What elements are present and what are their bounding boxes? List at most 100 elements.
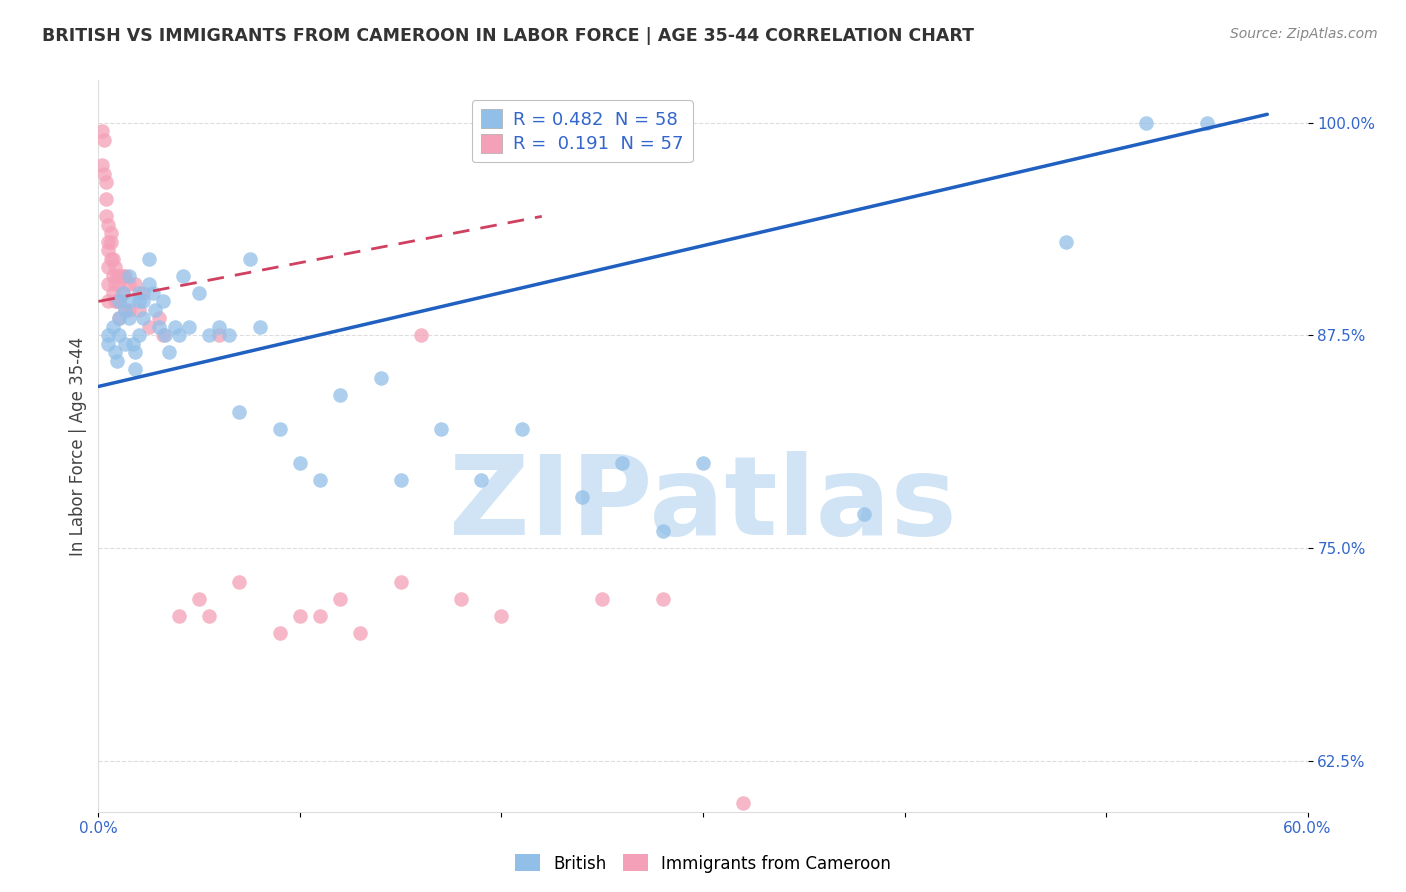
Point xyxy=(470,473,492,487)
Point xyxy=(198,609,221,624)
Point xyxy=(97,218,120,232)
Point xyxy=(612,456,634,470)
Point xyxy=(132,294,155,309)
Point xyxy=(100,252,122,266)
Point xyxy=(138,252,160,266)
Point xyxy=(96,192,118,206)
Point xyxy=(208,320,231,334)
Legend: R = 0.482  N = 58, R =  0.191  N = 57: R = 0.482 N = 58, R = 0.191 N = 57 xyxy=(471,100,693,162)
Point xyxy=(269,422,291,436)
Point xyxy=(128,294,150,309)
Point xyxy=(97,337,120,351)
Point xyxy=(853,507,876,521)
Point xyxy=(148,311,170,326)
Text: BRITISH VS IMMIGRANTS FROM CAMEROON IN LABOR FORCE | AGE 35-44 CORRELATION CHART: BRITISH VS IMMIGRANTS FROM CAMEROON IN L… xyxy=(42,27,974,45)
Point xyxy=(651,524,673,538)
Point xyxy=(107,328,129,343)
Point xyxy=(97,328,120,343)
Point xyxy=(96,175,118,189)
Point xyxy=(111,285,134,300)
Point xyxy=(101,320,124,334)
Point xyxy=(389,575,412,590)
Point xyxy=(101,268,124,283)
Point xyxy=(409,328,432,343)
Point xyxy=(309,609,332,624)
Point xyxy=(111,285,134,300)
Point xyxy=(107,294,129,309)
Point xyxy=(107,268,129,283)
Point xyxy=(118,302,141,317)
Point xyxy=(105,268,128,283)
Point xyxy=(97,294,120,309)
Point xyxy=(105,354,128,368)
Point xyxy=(329,388,352,402)
Point xyxy=(1135,116,1157,130)
Point xyxy=(114,337,136,351)
Point xyxy=(103,260,125,275)
Point xyxy=(218,328,240,343)
Point xyxy=(491,609,513,624)
Point xyxy=(142,285,165,300)
Point xyxy=(167,328,190,343)
Point xyxy=(510,422,533,436)
Point xyxy=(132,311,155,326)
Point xyxy=(591,592,613,607)
Point xyxy=(101,285,124,300)
Point xyxy=(163,320,186,334)
Point xyxy=(571,490,593,504)
Point xyxy=(114,302,136,317)
Point xyxy=(114,268,136,283)
Point xyxy=(118,268,141,283)
Point xyxy=(1054,235,1077,249)
Point xyxy=(103,294,125,309)
Point xyxy=(96,210,118,224)
Point xyxy=(107,311,129,326)
Point xyxy=(249,320,271,334)
Point xyxy=(1195,116,1218,130)
Point xyxy=(208,328,231,343)
Point xyxy=(138,320,160,334)
Point xyxy=(389,473,412,487)
Point xyxy=(97,244,120,258)
Point xyxy=(101,252,124,266)
Point xyxy=(349,626,371,640)
Point xyxy=(97,235,120,249)
Point xyxy=(651,592,673,607)
Legend: British, Immigrants from Cameroon: British, Immigrants from Cameroon xyxy=(508,847,898,880)
Point xyxy=(733,796,755,810)
Point xyxy=(288,609,311,624)
Point xyxy=(91,124,114,138)
Point xyxy=(309,473,332,487)
Point xyxy=(370,371,392,385)
Point xyxy=(124,345,146,359)
Point xyxy=(107,311,129,326)
Point xyxy=(93,133,115,147)
Point xyxy=(128,302,150,317)
Point xyxy=(179,320,201,334)
Point xyxy=(329,592,352,607)
Point xyxy=(430,422,453,436)
Point xyxy=(172,268,194,283)
Point xyxy=(188,285,211,300)
Point xyxy=(138,277,160,292)
Point xyxy=(153,328,176,343)
Point xyxy=(128,285,150,300)
Point xyxy=(103,277,125,292)
Text: ZIPatlas: ZIPatlas xyxy=(449,451,957,558)
Point xyxy=(188,592,211,607)
Point xyxy=(692,456,714,470)
Point xyxy=(111,268,134,283)
Point xyxy=(97,277,120,292)
Point xyxy=(143,302,166,317)
Point xyxy=(128,328,150,343)
Point xyxy=(103,345,125,359)
Point xyxy=(269,626,291,640)
Point xyxy=(107,277,129,292)
Point xyxy=(228,575,250,590)
Point xyxy=(97,260,120,275)
Point xyxy=(100,235,122,249)
Point xyxy=(450,592,472,607)
Point xyxy=(105,294,128,309)
Text: Source: ZipAtlas.com: Source: ZipAtlas.com xyxy=(1230,27,1378,41)
Point xyxy=(239,252,262,266)
